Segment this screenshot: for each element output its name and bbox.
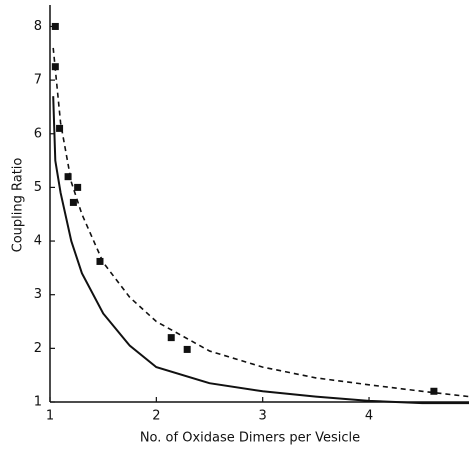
data-point <box>56 124 64 132</box>
x-tick-label: 3 <box>259 409 267 424</box>
curve <box>52 96 469 405</box>
data-point <box>430 387 438 395</box>
y-tick-label: 1 <box>34 395 42 410</box>
x-tick-label: 1 <box>46 409 54 424</box>
data-point <box>167 334 175 342</box>
x-tick-label: 4 <box>365 409 373 424</box>
y-tick-label: 6 <box>34 126 42 141</box>
y-tick-label: 5 <box>34 180 42 195</box>
data-point <box>64 173 72 181</box>
data-point <box>74 183 82 191</box>
data-point <box>51 22 59 30</box>
data-point <box>96 257 104 265</box>
y-axis-label: Coupling Ratio <box>11 158 26 253</box>
curve <box>52 47 470 398</box>
data-point <box>183 345 191 353</box>
y-tick-label: 7 <box>34 73 42 88</box>
x-axis-label: No. of Oxidase Dimers per Vesicle <box>140 431 360 446</box>
y-tick-label: 2 <box>34 341 42 356</box>
x-tick-label: 2 <box>152 409 160 424</box>
y-tick-label: 3 <box>34 287 42 302</box>
y-tick-label: 8 <box>34 19 42 34</box>
data-point <box>69 198 77 206</box>
y-tick-label: 4 <box>34 234 42 249</box>
